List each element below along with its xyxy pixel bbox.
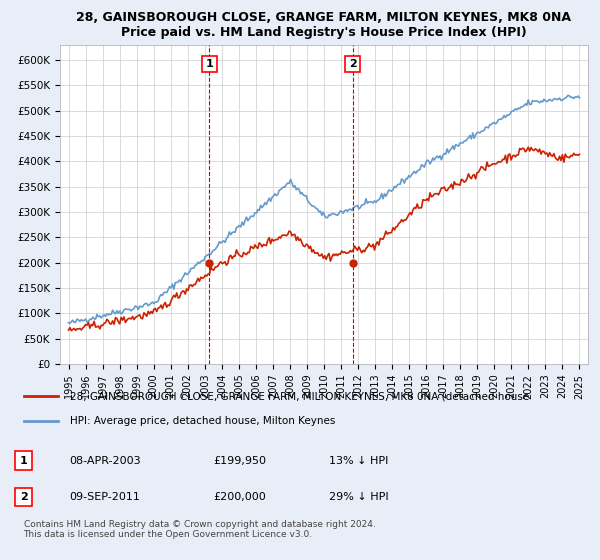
- Text: £199,950: £199,950: [214, 456, 266, 465]
- Text: HPI: Average price, detached house, Milton Keynes: HPI: Average price, detached house, Milt…: [70, 416, 335, 426]
- Text: 1: 1: [205, 59, 213, 69]
- Text: 29% ↓ HPI: 29% ↓ HPI: [329, 492, 388, 502]
- Text: £200,000: £200,000: [214, 492, 266, 502]
- Text: Contains HM Land Registry data © Crown copyright and database right 2024.
This d: Contains HM Land Registry data © Crown c…: [23, 520, 375, 539]
- Text: 09-SEP-2011: 09-SEP-2011: [70, 492, 140, 502]
- Text: 1: 1: [20, 456, 28, 465]
- Text: 08-APR-2003: 08-APR-2003: [70, 456, 141, 465]
- Text: 13% ↓ HPI: 13% ↓ HPI: [329, 456, 388, 465]
- Text: 2: 2: [349, 59, 356, 69]
- Text: 28, GAINSBOROUGH CLOSE, GRANGE FARM, MILTON KEYNES, MK8 0NA (detached house: 28, GAINSBOROUGH CLOSE, GRANGE FARM, MIL…: [70, 391, 529, 402]
- Text: 2: 2: [20, 492, 28, 502]
- Title: 28, GAINSBOROUGH CLOSE, GRANGE FARM, MILTON KEYNES, MK8 0NA
Price paid vs. HM La: 28, GAINSBOROUGH CLOSE, GRANGE FARM, MIL…: [77, 11, 571, 39]
